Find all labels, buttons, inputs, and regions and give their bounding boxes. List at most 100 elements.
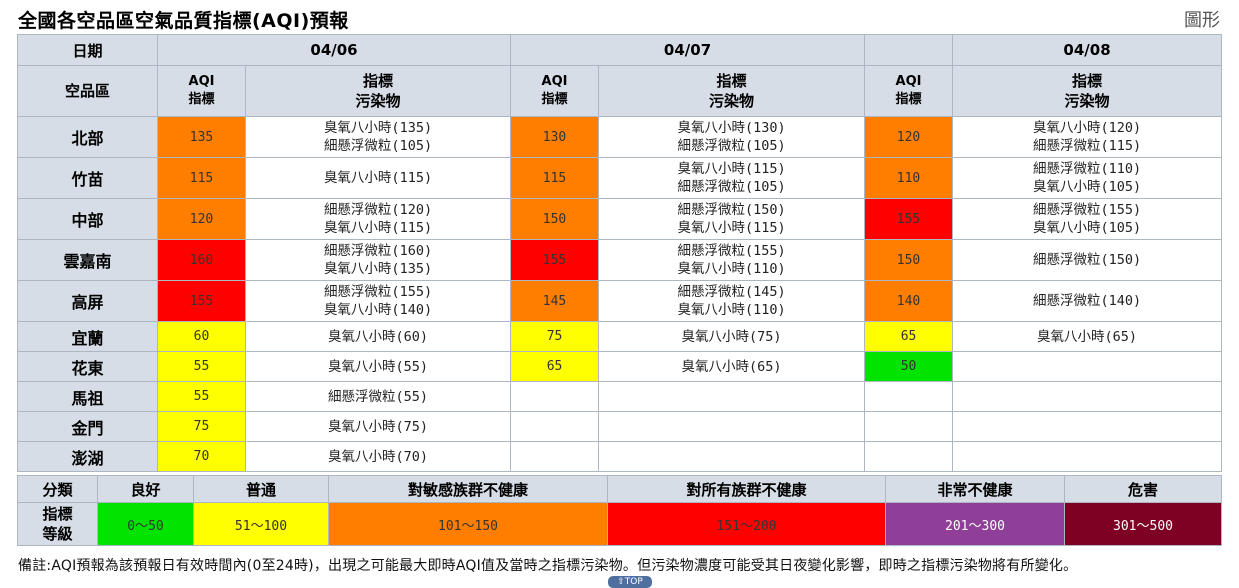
legend-level-name: 非常不健康 [885,475,1065,503]
pollutant-text: 臭氧八小時(140) [323,302,433,318]
aqi-value: 60 [157,321,246,352]
region-name: 中部 [17,198,158,240]
date-header-row: 日期 04/06 04/07 04/08 [17,34,1223,66]
aqi-value: 150 [864,239,954,281]
up-arrow-icon: ⇧ [617,577,625,587]
pollutant-text: 細懸浮微粒(155) [677,243,786,259]
aqi-value [510,411,600,442]
forecast-row: 馬祖 55 細懸浮微粒(55) [17,381,1223,412]
legend-level-label: 指標 等級 [17,502,98,546]
legend-category-label: 分類 [17,475,98,503]
pollutant-cell: 臭氧八小時(115) [244,157,512,199]
aqi-value: 65 [510,351,600,382]
pollutant-cell: 臭氧八小時(115) 細懸浮微粒(105) [598,157,866,199]
chart-view-link[interactable]: 圖形 [1184,10,1220,31]
forecast-row: 竹苗 115 臭氧八小時(115) 115 臭氧八小時(115) 細懸浮微粒(105) 11… [17,157,1223,199]
footnote: 備註:AQI預報為該預報日有效時間內(0至24時)，出現之可能最大即時AQI值及… [18,558,1078,574]
aqi-value: 120 [157,198,246,240]
legend-range-row: 指標 等級 0～50 51～100 101～150 151～200 201～300… [17,502,1222,546]
pollutant-text: 細懸浮微粒(105) [323,138,433,154]
pollutant-text: 臭氧八小時(55) [328,358,429,375]
aqi-value: 75 [510,321,600,352]
aqi-value: 155 [510,239,600,281]
aqi-column-header: AQI 指標 [157,65,246,117]
date-header-spacer [864,34,954,66]
region-name: 雲嘉南 [17,239,158,281]
pollutant-cell: 細懸浮微粒(120) 臭氧八小時(115) [244,198,512,240]
aqi-value: 160 [157,239,246,281]
pollutant-text: 臭氧八小時(75) [328,418,429,435]
pollutant-text: 臭氧八小時(115) [677,161,786,177]
region-name: 花東 [17,351,158,382]
aqi-legend-table: 分類 良好 普通 對敏感族群不健康 對所有族群不健康 非常不健康 危害 指標 等級… [17,475,1222,546]
forecast-row: 中部 120 細懸浮微粒(120) 臭氧八小時(115) 150 細懸浮微粒(150) 臭氧… [17,198,1223,240]
pollutant-cell: 細懸浮微粒(155) 臭氧八小時(110) [598,239,866,281]
date-header: 04/08 [952,34,1223,66]
pollutant-text: 臭氧八小時(70) [328,448,429,465]
aqi-value: 75 [157,411,246,442]
aqi-value: 70 [157,441,246,472]
back-to-top-button[interactable]: ⇧TOP [608,576,652,588]
aqi-value: 55 [157,381,246,412]
aqi-value: 55 [157,351,246,382]
aqi-value: 115 [510,157,600,199]
pollutant-text: 臭氧八小時(75) [681,328,782,345]
pollutant-text: 細懸浮微粒(110) [1032,161,1142,177]
forecast-row: 花東 55 臭氧八小時(55) 65 臭氧八小時(65) 50 [17,351,1223,382]
title-bar: 全國各空品區空氣品質指標(AQI)預報 圖形 [18,4,1220,32]
pollutant-column-header: 指標 污染物 [244,65,512,117]
aqi-value: 155 [157,280,246,322]
pollutant-cell: 臭氧八小時(135) 細懸浮微粒(105) [244,116,512,158]
pollutant-cell: 臭氧八小時(60) [244,321,512,352]
pollutant-cell: 細懸浮微粒(155) 臭氧八小時(105) [952,198,1223,240]
pollutant-text: 臭氧八小時(65) [1037,328,1138,345]
forecast-row: 澎湖 70 臭氧八小時(70) [17,441,1223,472]
aqi-value: 155 [864,198,954,240]
pollutant-text: 臭氧八小時(115) [323,170,433,186]
pollutant-text: 臭氧八小時(65) [681,358,782,375]
pollutant-text: 細懸浮微粒(140) [1032,293,1142,309]
region-name: 竹苗 [17,157,158,199]
pollutant-text: 細懸浮微粒(155) [323,284,433,300]
aqi-value: 140 [864,280,954,322]
region-name: 金門 [17,411,158,442]
pollutant-text: 臭氧八小時(110) [677,302,786,318]
pollutant-cell: 細懸浮微粒(150) [952,239,1223,281]
pollutant-text: 臭氧八小時(110) [677,261,786,277]
pollutant-cell: 細懸浮微粒(145) 臭氧八小時(110) [598,280,866,322]
region-name: 北部 [17,116,158,158]
pollutant-cell: 臭氧八小時(75) [598,321,866,352]
pollutant-text: 細懸浮微粒(155) [1032,202,1142,218]
pollutant-cell: 臭氧八小時(65) [952,321,1223,352]
region-name: 高屏 [17,280,158,322]
pollutant-cell: 細懸浮微粒(110) 臭氧八小時(105) [952,157,1223,199]
aqi-value: 145 [510,280,600,322]
aqi-value: 120 [864,116,954,158]
pollutant-cell: 細懸浮微粒(155) 臭氧八小時(140) [244,280,512,322]
legend-range-very-unhealthy: 201～300 [885,502,1065,546]
aqi-value [510,441,600,472]
region-name: 宜蘭 [17,321,158,352]
pollutant-text: 細懸浮微粒(105) [677,179,786,195]
legend-level-name: 普通 [193,475,329,503]
legend-range-hazardous: 301～500 [1064,502,1222,546]
pollutant-text: 細懸浮微粒(150) [677,202,786,218]
pollutant-cell: 細懸浮微粒(140) [952,280,1223,322]
pollutant-text: 臭氧八小時(120) [1032,120,1142,136]
pollutant-cell [952,381,1223,412]
pollutant-text: 細懸浮微粒(120) [323,202,433,218]
pollutant-cell [598,441,866,472]
pollutant-cell [952,351,1223,382]
pollutant-cell: 臭氧八小時(120) 細懸浮微粒(115) [952,116,1223,158]
pollutant-cell [598,411,866,442]
pollutant-text: 臭氧八小時(60) [328,328,429,345]
legend-range-good: 0～50 [97,502,194,546]
page-title: 全國各空品區空氣品質指標(AQI)預報 [18,10,349,32]
pollutant-cell: 細懸浮微粒(55) [244,381,512,412]
legend-level-name: 對所有族群不健康 [607,475,886,503]
pollutant-cell: 細懸浮微粒(160) 臭氧八小時(135) [244,239,512,281]
pollutant-column-header: 指標 污染物 [598,65,866,117]
date-header: 04/06 [156,34,512,66]
pollutant-cell: 臭氧八小時(65) [598,351,866,382]
forecast-row: 宜蘭 60 臭氧八小時(60) 75 臭氧八小時(75) 65 臭氧八小時(65) [17,321,1223,352]
